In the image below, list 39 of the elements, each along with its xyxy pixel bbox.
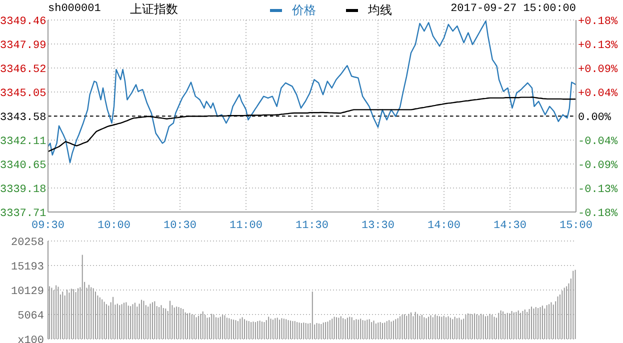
x-tick-label: 10:30 [163,220,197,232]
x-tick-label: 11:00 [229,220,263,232]
text: 2017-09-27 15:00:00 [450,3,576,15]
y2-tick-label: 0.00% [578,112,612,124]
y2-tick-label: +0.09% [578,64,618,76]
y2-tick-label: -0.18% [578,208,618,220]
y-tick-label: 3343.58 [0,112,46,124]
y-tick-label: 5064 [18,310,44,322]
y-tick-label: 3339.18 [0,184,46,196]
y-tick-label: 10129 [10,286,44,298]
x-tick-label: 09:30 [31,220,65,232]
y2-tick-label: -0.04% [578,136,618,148]
y-tick-label: 3337.71 [0,208,47,220]
legend-label: 价格 [292,2,316,19]
y-tick-label: 3342.11 [0,136,47,148]
line-series [47,96,577,152]
y2-tick-label: -0.13% [578,184,618,196]
x-tick-label: 15:00 [559,220,593,232]
y-tick-label: 3349.46 [0,16,46,28]
y-tick-label: x100 [18,335,44,343]
legend-label: 均线 [368,2,392,19]
y-tick-label: 3346.52 [0,64,46,76]
x-tick-label: 14:30 [493,220,527,232]
y2-tick-label: -0.09% [578,160,618,172]
y2-tick-label: +0.18% [578,16,618,28]
x-tick-label: 10:00 [97,220,131,232]
chart-title: 上证指数 [130,1,178,18]
y2-tick-label: +0.13% [578,40,618,52]
x-tick-label: 13:30 [361,220,395,232]
line-series [47,20,577,164]
x-tick-label: 14:00 [427,220,461,232]
y2-tick-label: +0.04% [578,88,618,100]
y-tick-label: 15193 [10,262,44,274]
y-tick-label: 3345.05 [0,88,46,100]
y-tick-label: 3347.99 [0,40,46,52]
y-tick-label: 20258 [10,237,44,249]
text: sh000001 [48,3,101,15]
x-tick-label: 11:30 [295,220,329,232]
y-tick-label: 3340.65 [0,160,46,172]
